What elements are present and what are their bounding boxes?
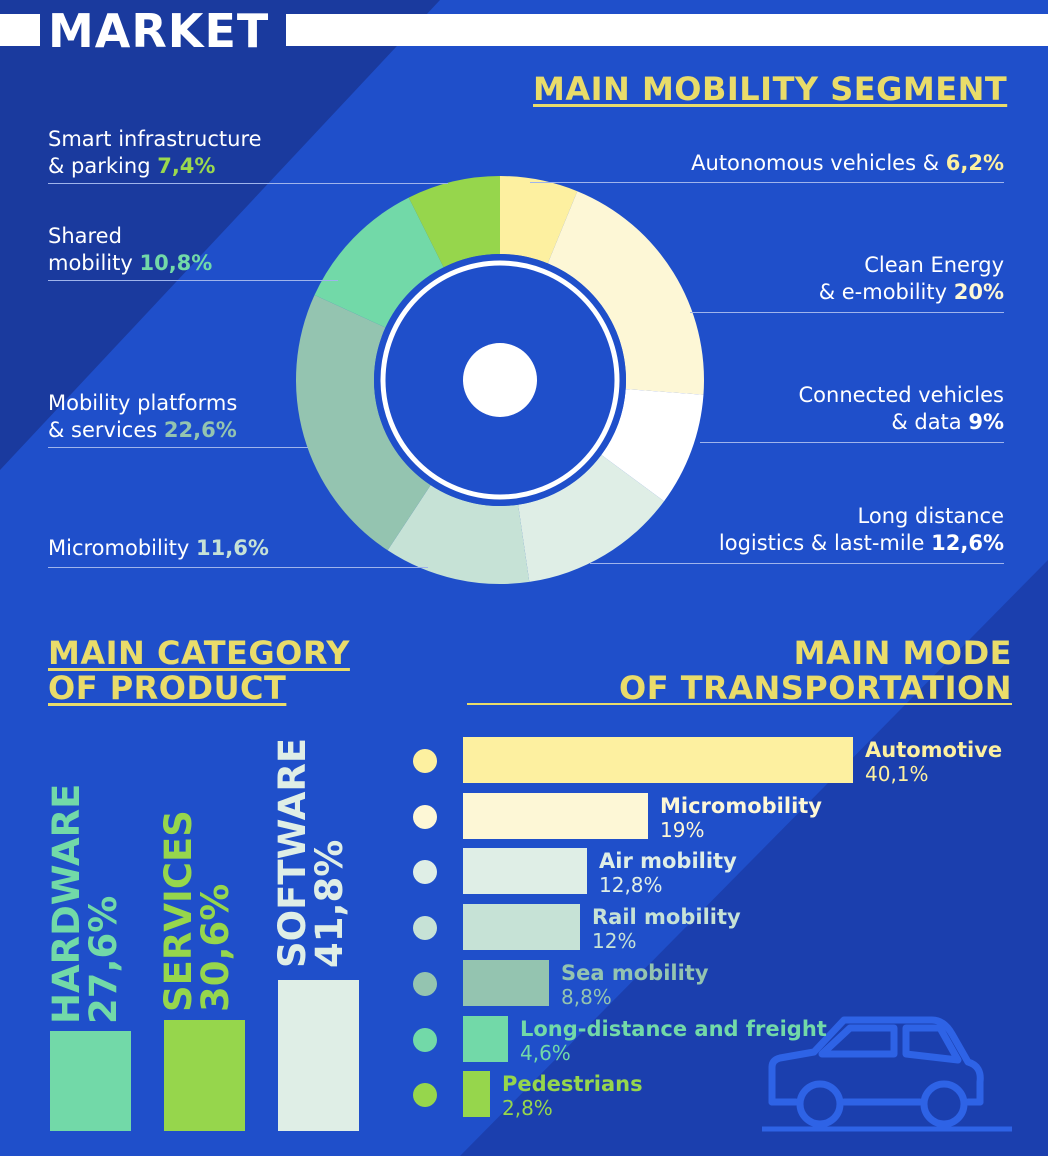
mode-dot-1: [413, 804, 437, 829]
segment-pct-clean: 20%: [953, 280, 1004, 304]
donut-center-dot: [463, 343, 537, 417]
category-label-hardware: HARDWARE 27,6%: [45, 783, 125, 1024]
mode-dot-2: [413, 860, 437, 885]
donut-slice-7: [408, 176, 500, 268]
donut-slice-2: [601, 389, 704, 502]
mode-bar-2: [463, 848, 587, 895]
mode-dot-3: [413, 916, 437, 941]
leader-line-autonomous: [530, 182, 1004, 183]
leader-line-smart: [48, 183, 448, 184]
mode-title: MAIN MODE OF TRANSPORTATION: [619, 634, 1012, 707]
mode-bar-1: [463, 792, 648, 839]
mode-value-3: 12%: [592, 929, 637, 954]
mode-label-0: Automotive: [865, 738, 1003, 762]
segment-label-autonomous: Autonomous vehicles & 6,2%: [691, 151, 1004, 175]
segment-label-smart: Smart infrastructure & parking 7,4%: [48, 127, 262, 178]
segment-label-clean: Clean Energy & e-mobility 20%: [818, 253, 1004, 304]
segment-label-connected: Connected vehicles & data 9%: [798, 383, 1005, 434]
page-title: MARKET: [48, 4, 270, 58]
leader-line-shared: [48, 280, 338, 281]
car-icon: [762, 1016, 1012, 1132]
category-bar-software: [278, 980, 359, 1131]
segment-label-logistics: Long distance logistics & last-mile 12,6…: [718, 504, 1004, 555]
mode-value-6: 2,8%: [502, 1096, 553, 1121]
leader-line-clean: [690, 312, 1004, 313]
donut-slice-4: [387, 485, 530, 584]
donut-inner-ring: [380, 260, 620, 500]
donut-slice-6: [314, 197, 444, 328]
donut-slice-3: [518, 454, 665, 582]
mode-label-1: Micromobility: [660, 793, 822, 818]
segment-pct-shared: 10,8%: [139, 251, 213, 275]
mode-label-2: Air mobility: [599, 849, 737, 874]
leader-line-micro: [48, 567, 428, 568]
mode-value-4: 8,8%: [561, 984, 612, 1009]
segment-donut-chart: [296, 176, 704, 584]
category-bar-services: [164, 1020, 245, 1131]
mode-dot-5: [413, 1027, 437, 1052]
mode-value-5: 4,6%: [520, 1040, 571, 1065]
donut-slice-0: [500, 176, 578, 264]
leader-line-logistics: [590, 563, 1004, 564]
header-bar-right: [286, 14, 1048, 46]
leader-line-connected: [700, 442, 1004, 443]
segment-pct-smart: 7,4%: [157, 154, 216, 178]
category-label-software: SOFTWARE 41,8%: [271, 737, 351, 968]
mode-title-underline: [467, 703, 1012, 705]
category-label-services: SERVICES 30,6%: [157, 810, 237, 1012]
category-bar-hardware: [50, 1031, 131, 1131]
segment-label-platforms: Mobility platforms & services 22,6%: [48, 391, 238, 442]
mode-label-5: Long-distance and freight: [520, 1016, 827, 1041]
segment-label-micro: Micromobility 11,6%: [48, 536, 269, 560]
segment-pct-logistics: 12,6%: [931, 531, 1004, 555]
mode-bar-4: [463, 959, 549, 1006]
leader-line-platforms: [48, 447, 308, 448]
mode-bar-6: [463, 1071, 490, 1118]
segments-title: MAIN MOBILITY SEGMENT: [533, 70, 1008, 108]
mode-bar-0: [463, 737, 853, 783]
mode-label-4: Sea mobility: [561, 960, 709, 985]
header-bar-left: [0, 14, 40, 46]
mode-value-2: 12,8%: [599, 873, 663, 898]
segment-pct-connected: 9%: [968, 410, 1004, 434]
category-title: MAIN CATEGORY OF PRODUCT: [48, 634, 350, 707]
mode-value-1: 19%: [660, 817, 705, 842]
segment-pct-micro: 11,6%: [196, 536, 269, 560]
donut-slice-5: [296, 295, 431, 551]
mode-dot-4: [413, 971, 437, 996]
mode-dot-0: [413, 749, 437, 773]
segment-label-shared: Shared mobility 10,8%: [48, 224, 213, 275]
donut-slice-1: [547, 191, 704, 395]
mode-bar-3: [463, 904, 580, 951]
mode-value-0: 40,1%: [865, 762, 929, 786]
mode-bar-5: [463, 1015, 508, 1062]
mode-label-3: Rail mobility: [592, 905, 741, 930]
mode-label-6: Pedestrians: [502, 1072, 643, 1097]
segment-pct-platforms: 22,6%: [163, 418, 237, 442]
segment-pct-autonomous: 6,2%: [945, 151, 1004, 175]
mode-dot-6: [413, 1083, 437, 1108]
